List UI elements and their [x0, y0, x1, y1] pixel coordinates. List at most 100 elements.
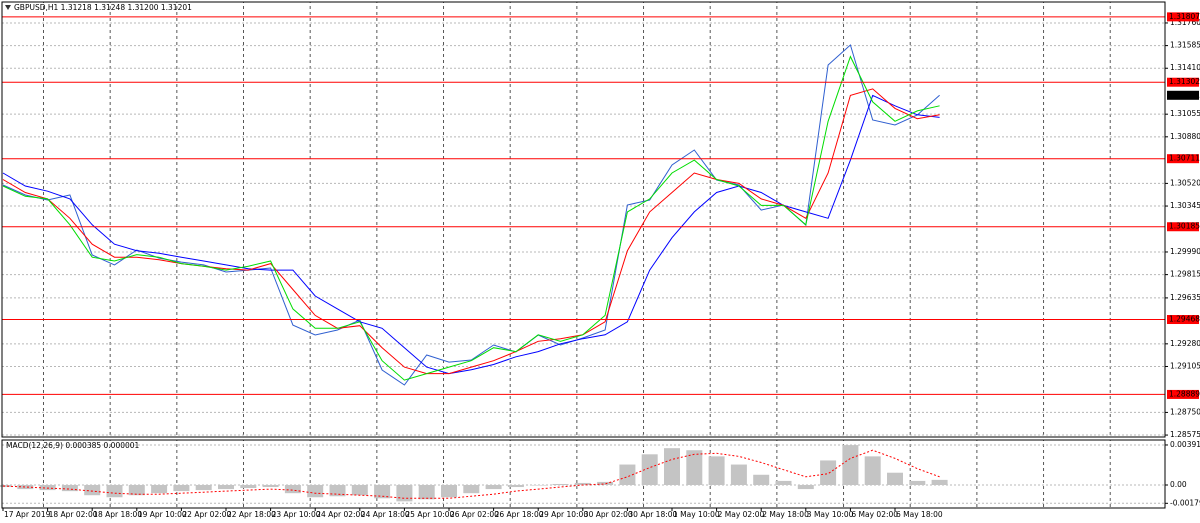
- x-tick-label: 23 Apr 10:00: [272, 510, 321, 519]
- last-price-box: [1167, 90, 1199, 100]
- macd-bar: [17, 484, 34, 490]
- macd-bar: [329, 484, 346, 497]
- macd-bar: [396, 484, 413, 502]
- x-tick-label: 22 Apr 18:00: [227, 510, 276, 519]
- moving-average: [2, 55, 940, 381]
- macd-bar: [418, 484, 435, 500]
- y-tick-label: 0.003914: [1170, 440, 1200, 449]
- y-tick-label: 1.30880: [1170, 132, 1200, 141]
- level-label: 1.30185: [1169, 222, 1200, 231]
- macd-bar: [686, 450, 703, 485]
- level-label: 1.31302: [1169, 77, 1200, 86]
- macd-bar: [441, 484, 457, 498]
- level-label-box: [1167, 12, 1199, 22]
- vertical-grid: [2, 2, 1165, 437]
- macd-bar: [128, 484, 145, 496]
- y-tick-label: 1.29990: [1170, 247, 1200, 256]
- x-tick-label: 25 Apr 10:00: [405, 510, 454, 519]
- signal-line: [2, 449, 940, 499]
- macd-bar: [0, 484, 11, 488]
- macd-bar: [307, 484, 324, 498]
- macd-bar: [842, 445, 859, 485]
- level-label: 1.28889: [1169, 389, 1200, 398]
- macd-bar: [909, 480, 926, 485]
- level-label-box: [1167, 154, 1199, 164]
- y-tick-label: 1.31585: [1170, 41, 1200, 50]
- plot-layer: [0, 16, 1168, 504]
- x-tick-label: 6 May 18:00: [896, 510, 943, 519]
- y-tick-label: 1.29815: [1170, 270, 1200, 279]
- macd-frame: [1, 439, 1166, 509]
- x-tick-label: 19 Apr 10:00: [138, 510, 187, 519]
- x-tick-label: 24 Apr 18:00: [361, 510, 410, 519]
- macd-bar: [106, 484, 123, 498]
- macd-bar: [351, 484, 368, 496]
- chart-title: GBPUSD,H1 1.31218 1.31248 1.31200 1.3120…: [14, 3, 192, 12]
- level-label: 1.30711: [1169, 154, 1200, 163]
- vertical-grid: [2, 440, 1165, 508]
- macd-bar: [820, 460, 837, 485]
- title-arrow: [5, 5, 11, 10]
- macd-bar: [284, 484, 301, 494]
- last-price-label: 1.31201: [1169, 90, 1200, 99]
- macd-bar: [507, 484, 524, 488]
- y-tick-label: 1.31410: [1170, 63, 1200, 72]
- macd-bar: [61, 484, 78, 492]
- macd-bar: [195, 484, 212, 491]
- x-tick-label: 22 Apr 02:00: [182, 510, 231, 519]
- y-tick-label: 1.29280: [1170, 339, 1200, 348]
- x-tick-label: 26 Apr 18:00: [495, 510, 544, 519]
- macd-bar: [173, 484, 190, 492]
- y-tick-label: 1.30345: [1170, 201, 1200, 210]
- macd-bar: [619, 464, 636, 485]
- x-tick-label: 2 May 18:00: [762, 510, 809, 519]
- macd-bar: [597, 481, 614, 485]
- level-label-box: [1167, 222, 1199, 232]
- main-frame: [1, 1, 1166, 438]
- x-tick-label: 6 May 02:00: [851, 510, 898, 519]
- x-tick-label: 30 Apr 02:00: [584, 510, 633, 519]
- macd-bar: [552, 483, 569, 485]
- macd-bar: [753, 474, 770, 485]
- x-tick-label: 24 Apr 02:00: [316, 510, 365, 519]
- macd-bar: [485, 484, 502, 490]
- y-tick-label: 0.00: [1170, 480, 1187, 489]
- macd-bar: [374, 484, 391, 499]
- macd-bar: [151, 484, 168, 494]
- macd-bar: [641, 454, 658, 485]
- macd-bar: [864, 456, 881, 485]
- y-tick-label: 1.30520: [1170, 178, 1200, 187]
- level-label: 1.31807: [1169, 12, 1200, 21]
- macd-bar: [218, 484, 234, 490]
- y-tick-label: 1.28575: [1170, 430, 1200, 439]
- level-label-box: [1167, 77, 1199, 87]
- macd-bar: [39, 484, 56, 491]
- x-tick-label: 29 Apr 10:00: [539, 510, 588, 519]
- macd-bar: [463, 484, 480, 494]
- y-tick-label: -0.001791: [1170, 498, 1200, 507]
- macd-bar: [797, 484, 814, 490]
- macd-bar: [262, 484, 279, 488]
- macd-bar: [730, 464, 747, 485]
- macd-title: MACD(12,26,9) 0.000385 0.000001: [6, 441, 140, 450]
- macd-bar: [530, 484, 547, 486]
- macd-bar: [708, 456, 725, 485]
- y-tick-label: 1.31760: [1170, 18, 1200, 27]
- level-label: 1.29468: [1169, 315, 1200, 324]
- macd-bar: [931, 479, 948, 485]
- x-tick-label: 1 May 10:00: [673, 510, 720, 519]
- y-tick-label: 1.28750: [1170, 407, 1200, 416]
- x-tick-label: 3 May 10:00: [807, 510, 854, 519]
- x-tick-label: 26 Apr 02:00: [450, 510, 499, 519]
- macd-bar: [84, 484, 101, 496]
- x-tick-label: 2 May 02:00: [718, 510, 765, 519]
- x-tick-label: 17 Apr 2019: [4, 510, 51, 519]
- macd-bar: [574, 482, 591, 485]
- y-tick-label: 1.29105: [1170, 361, 1200, 370]
- y-tick-label: 1.31055: [1170, 109, 1200, 118]
- level-label-box: [1167, 315, 1199, 325]
- macd-bar: [664, 448, 680, 485]
- x-tick-label: 18 Apr 02:00: [49, 510, 98, 519]
- macd-bar: [887, 472, 903, 485]
- y-tick-label: 1.29635: [1170, 293, 1200, 302]
